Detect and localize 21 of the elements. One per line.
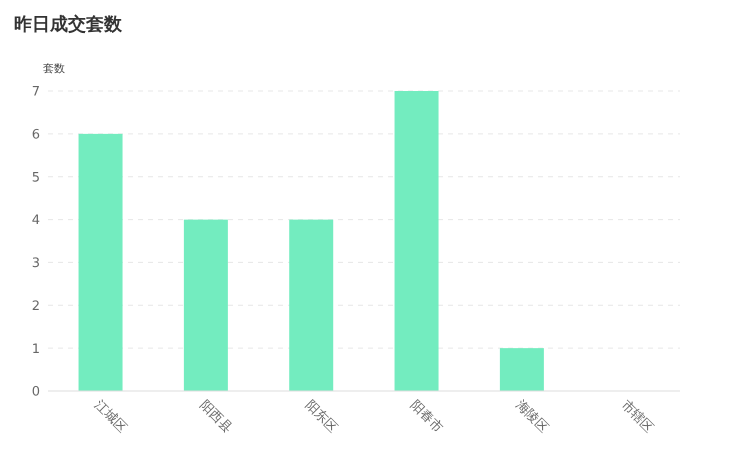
y-tick-label: 2	[32, 298, 40, 314]
y-tick-label: 3	[32, 256, 40, 272]
x-tick-label: 市辖区	[618, 398, 656, 436]
chart-title: 昨日成交套数	[14, 13, 122, 36]
y-tick-label: 7	[32, 84, 40, 100]
x-tick-label: 阳东区	[302, 398, 340, 436]
x-tick-label: 江城区	[91, 398, 130, 436]
x-tick-label: 阳西县	[196, 398, 235, 436]
y-tick-label: 1	[32, 342, 40, 357]
bar	[394, 91, 439, 391]
bar	[184, 220, 228, 391]
y-axis-title: 套数	[43, 61, 65, 76]
y-tick-label: 5	[32, 170, 40, 186]
bar	[78, 134, 123, 391]
x-tick-label: 海陵区	[512, 398, 551, 436]
y-tick-label: 4	[32, 213, 40, 228]
y-tick-label: 6	[32, 127, 40, 142]
x-tick-label: 阳春市	[407, 398, 446, 436]
bar	[500, 348, 544, 391]
y-tick-label: 0	[32, 384, 40, 400]
bar	[289, 220, 334, 391]
